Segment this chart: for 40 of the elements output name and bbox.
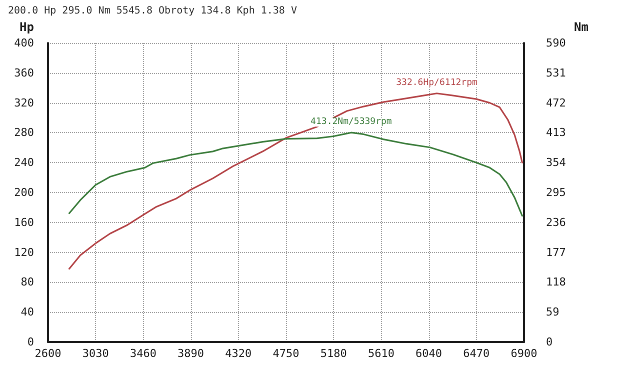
y-tick-label: 200: [14, 186, 34, 199]
y-tick-label: 280: [14, 126, 34, 140]
y2-tick-label: 590: [546, 36, 566, 50]
x-tick-label: 3460: [130, 347, 156, 360]
y2-tick-label: 472: [546, 96, 566, 110]
x-tick-label: 4320: [225, 347, 252, 360]
y2-axis-title: Nm: [574, 20, 588, 34]
x-tick-label: 2600: [34, 347, 62, 360]
y-axis-title: Hp: [20, 20, 34, 34]
y2-tick-label: 59: [546, 306, 560, 319]
y2-tick-label: 531: [546, 66, 566, 80]
x-tick-label: 3030: [82, 347, 109, 360]
y2-tick-label: 236: [546, 216, 566, 229]
y-tick-label: 80: [20, 276, 34, 289]
y-tick-label: 160: [14, 216, 34, 229]
x-tick-label: 6470: [463, 347, 490, 360]
y2-tick-label: 118: [546, 276, 566, 289]
y-tick-label: 400: [14, 36, 34, 50]
y2-tick-label: 413: [546, 126, 566, 140]
y2-tick-label: 177: [546, 246, 566, 259]
y-tick-label: 360: [14, 66, 34, 80]
y-tick-label: 320: [14, 96, 34, 110]
line-series: [68, 92, 524, 270]
y-tick-label: 240: [14, 156, 34, 170]
line-series: [68, 132, 524, 217]
x-tick-label: 3890: [178, 347, 204, 360]
x-tick-label: 6040: [416, 347, 442, 360]
y2-tick-label: 0: [546, 336, 553, 348]
y-tick-label: 40: [20, 306, 34, 319]
y2-tick-label: 354: [546, 156, 566, 170]
data-label: 332.6Hp/6112rpm: [396, 78, 478, 88]
y2-tick-label: 295: [546, 186, 566, 199]
text: 200.0 Hp 295.0 Nm 5545.8 Obroty 134.8 Kph 1.38 V: [8, 6, 297, 16]
x-tick-label: 5180: [320, 347, 347, 360]
data-label: 413.2Nm/5339rpm: [310, 117, 392, 128]
x-tick-label: 6900: [510, 347, 538, 360]
y-tick-label: 120: [14, 246, 34, 259]
x-tick-label: 5610: [368, 347, 394, 360]
x-tick-label: 4750: [272, 347, 300, 360]
y-tick-label: 0: [27, 336, 34, 348]
